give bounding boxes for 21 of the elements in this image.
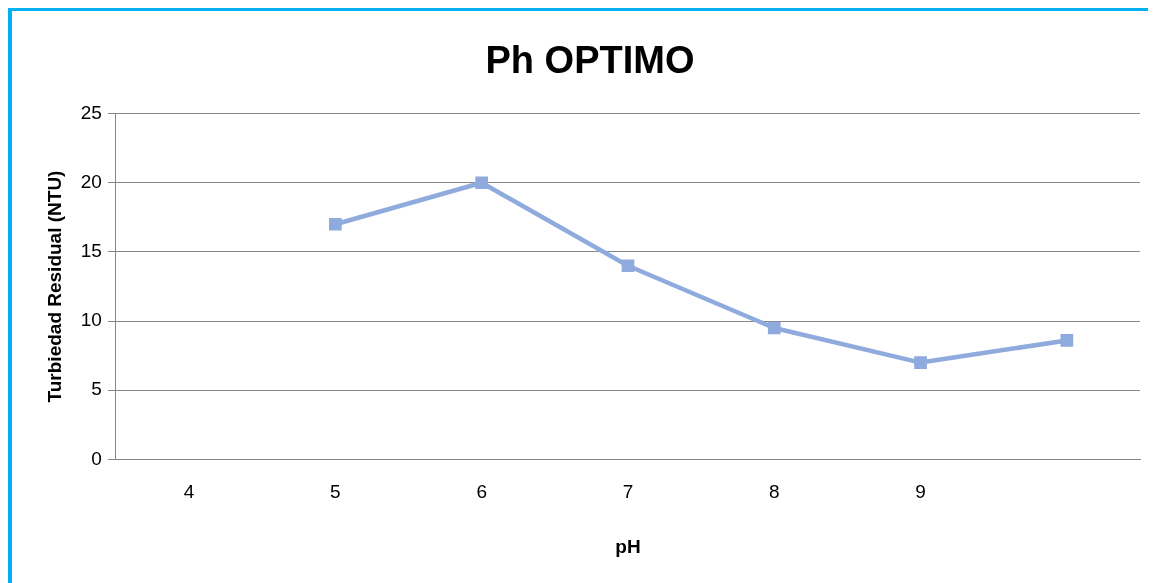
- chart-title: Ph OPTIMO: [485, 39, 695, 82]
- point: [1060, 334, 1074, 347]
- point: [767, 321, 781, 335]
- x-axis-title: pH: [615, 535, 641, 557]
- point: [621, 259, 635, 273]
- y-tick-label: 0: [91, 447, 102, 469]
- x-tick-label: 9: [915, 481, 926, 503]
- x-tick-label: 7: [622, 481, 634, 503]
- x-tick-label: 6: [476, 481, 487, 503]
- point: [329, 217, 342, 231]
- point: [475, 176, 489, 190]
- y-tick-label: 15: [80, 240, 102, 262]
- y-axis-title: Turbiedad Residual (NTU): [43, 170, 65, 403]
- y-tick-label: 5: [91, 378, 102, 400]
- x-tick-label: 5: [330, 481, 341, 503]
- x-tick-label: 8: [768, 481, 780, 503]
- point: [914, 356, 927, 369]
- y-tick-label: 20: [80, 170, 102, 192]
- y-tick-label: 25: [80, 101, 102, 123]
- y-tick-label: 10: [80, 309, 102, 331]
- x-tick-label: 4: [183, 481, 195, 503]
